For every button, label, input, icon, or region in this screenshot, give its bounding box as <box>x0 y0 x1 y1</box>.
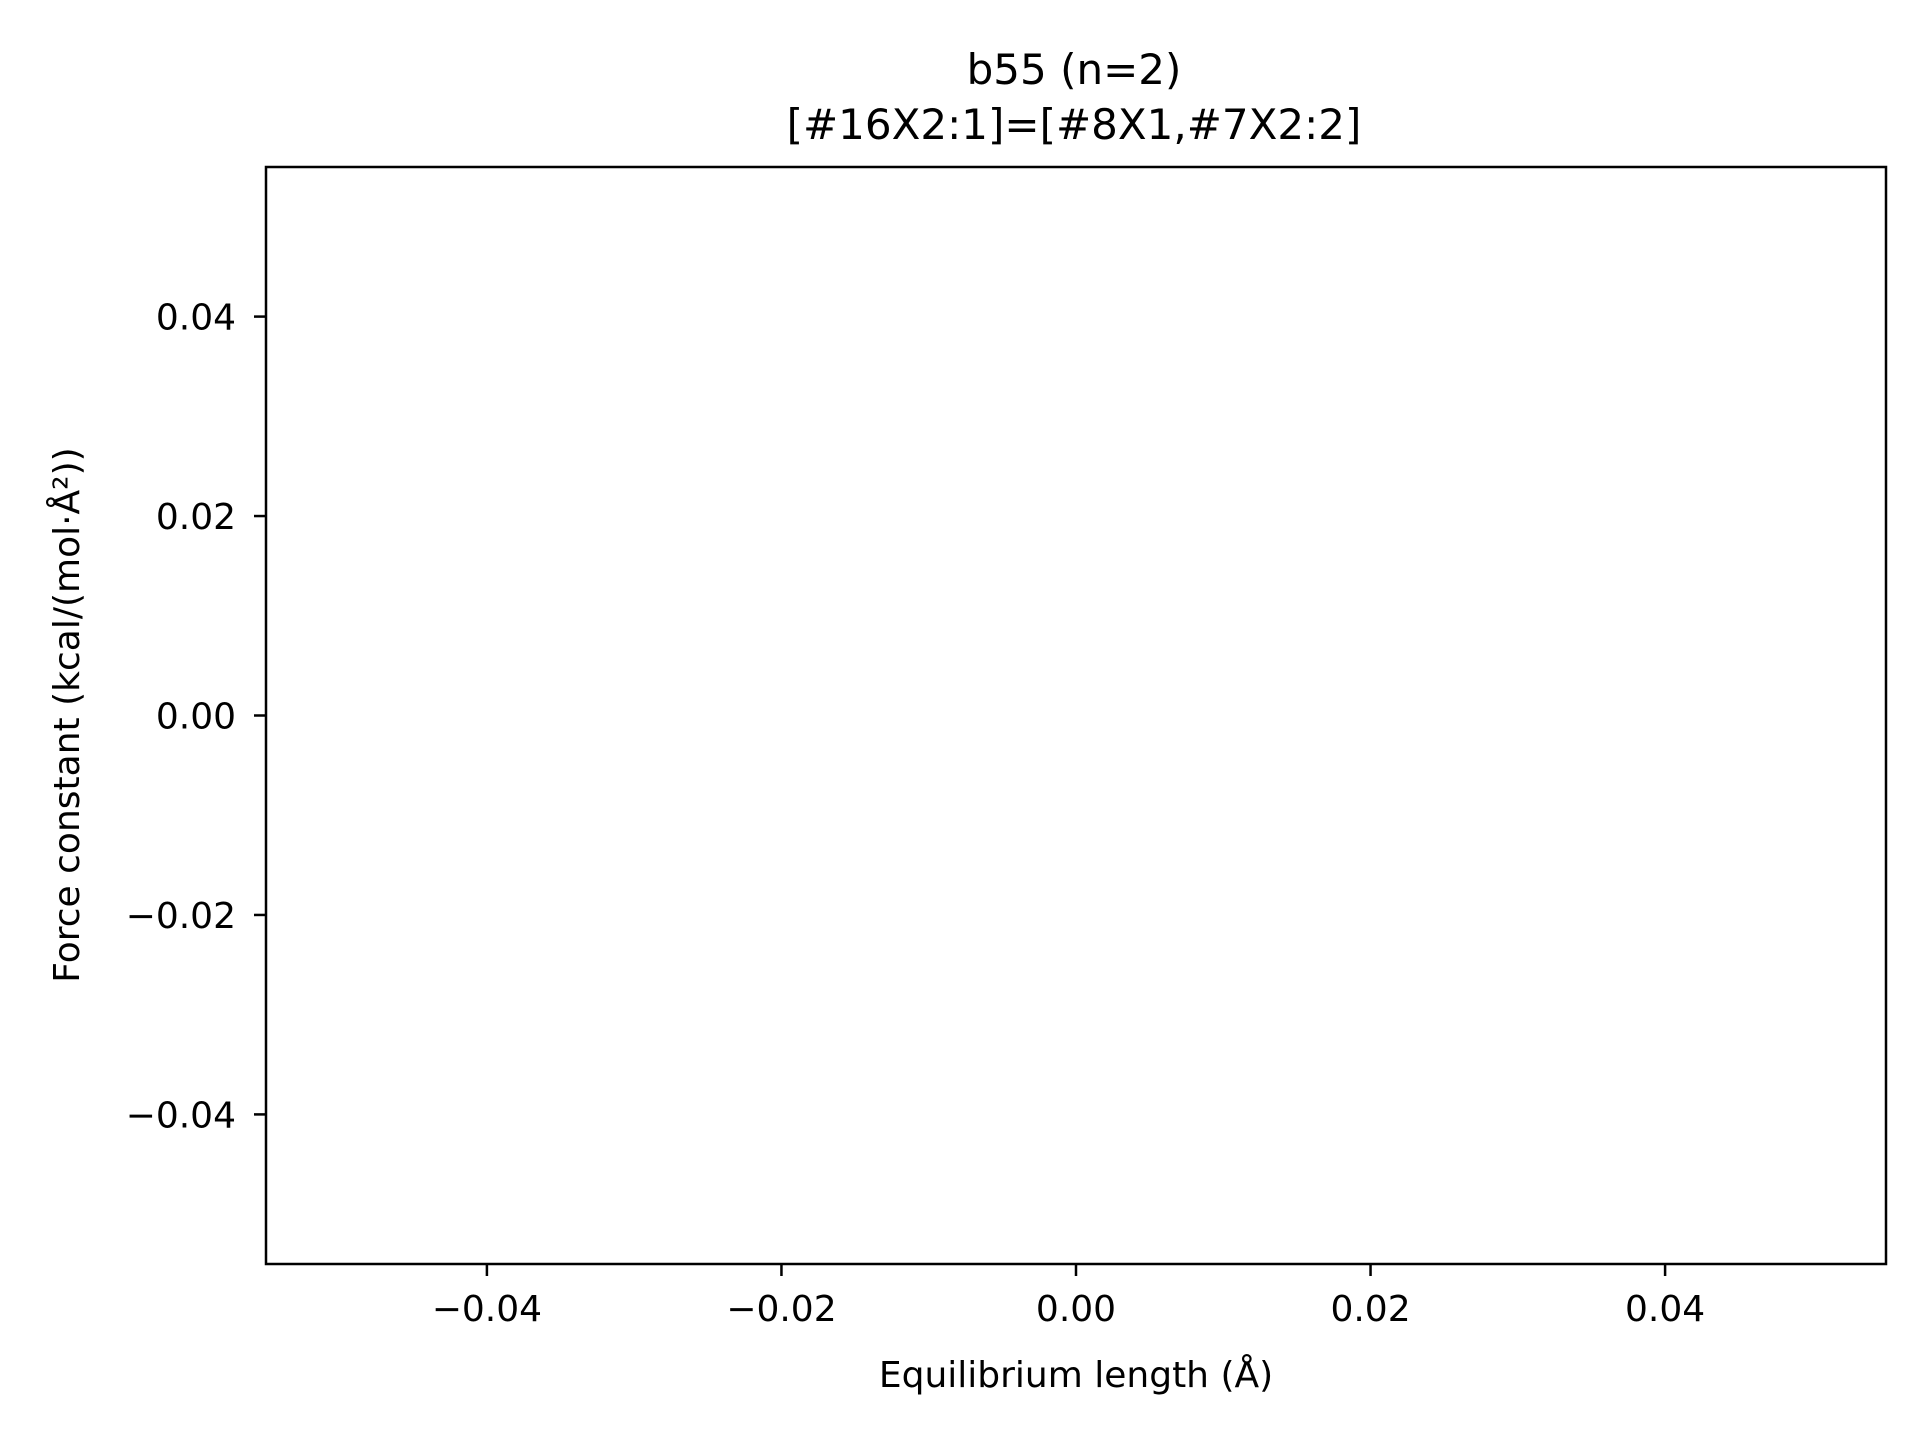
x-tick-label: 0.04 <box>1625 1289 1705 1330</box>
y-tick-label: 0.04 <box>156 298 236 339</box>
y-tick-label: 0.00 <box>156 697 236 738</box>
x-axis-label: Equilibrium length (Å) <box>879 1353 1273 1396</box>
plot-area <box>264 165 1888 1266</box>
y-tick-label: −0.02 <box>126 896 236 937</box>
y-tick-label: 0.02 <box>156 497 236 538</box>
x-tick-label: 0.02 <box>1330 1289 1410 1330</box>
y-tick-label: −0.04 <box>126 1095 236 1136</box>
x-tick-label: 0.00 <box>1036 1289 1116 1330</box>
chart-title: b55 (n=2) <box>967 45 1182 94</box>
y-axis-ticks: −0.04 −0.02 0.00 0.02 0.04 <box>126 298 266 1136</box>
x-axis-ticks: −0.04 −0.02 0.00 0.02 0.04 <box>432 1264 1705 1330</box>
chart-subtitle: [#16X2:1]=[#8X1,#7X2:2] <box>787 100 1362 149</box>
x-tick-label: −0.02 <box>726 1289 836 1330</box>
x-tick-label: −0.04 <box>432 1289 542 1330</box>
y-axis-label: Force constant (kcal/(mol·Å²)) <box>45 447 88 982</box>
